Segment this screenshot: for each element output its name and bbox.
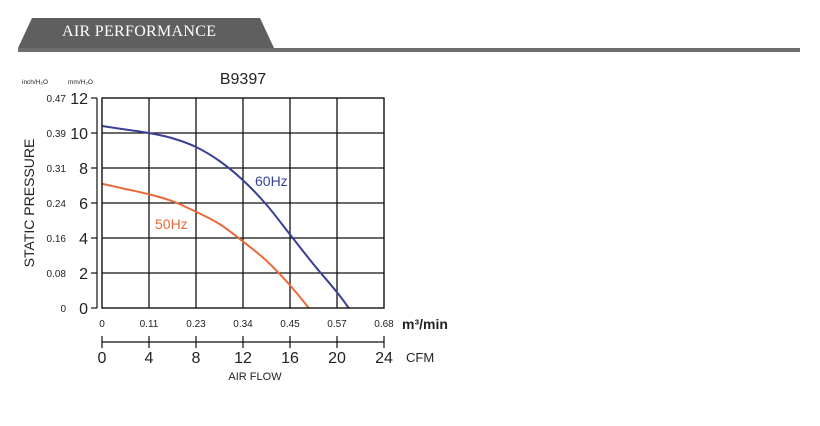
y-axis-title: STATIC PRESSURE — [21, 139, 37, 268]
x-tick-label-m3: 0.68 — [374, 319, 394, 330]
y-tick-label-inch: 0.31 — [47, 164, 67, 175]
x-tick-label-cfm: 4 — [145, 350, 154, 367]
chart-series — [101, 125, 350, 309]
series-line-50hz — [101, 182, 310, 309]
series-label-60hz: 60Hz — [255, 173, 288, 189]
header-divider — [18, 48, 800, 52]
y-tick-label-inch: 0.16 — [47, 234, 67, 245]
x-tick-label-m3: 0.45 — [280, 319, 300, 330]
y-tick-label-inch: 0.08 — [47, 269, 67, 280]
x-tick-label-cfm: 16 — [281, 350, 299, 367]
x-axis-title: AIR FLOW — [228, 371, 282, 383]
x-unit-cfm-label: CFM — [406, 350, 434, 365]
x-tick-label-m3: 0.34 — [233, 319, 253, 330]
y-tick-label-mm: 0 — [79, 301, 88, 318]
header-tab-shape — [18, 18, 274, 48]
x-tick-label-cfm: 0 — [98, 350, 107, 367]
section-header: AIR PERFORMANCE — [18, 18, 800, 52]
chart-labels: 60Hz50Hz02468101200.080.160.240.310.390.… — [21, 71, 448, 383]
y-unit-mm-label: mm/H₂O — [68, 79, 93, 86]
x-tick-label-m3: 0.23 — [186, 319, 206, 330]
y-tick-label-mm: 8 — [79, 161, 88, 178]
x-tick-label-m3: 0.57 — [327, 319, 347, 330]
y-tick-label-inch: 0 — [60, 304, 66, 315]
x-tick-label-cfm: 24 — [375, 350, 393, 367]
y-tick-label-mm: 10 — [70, 126, 88, 143]
y-tick-label-mm: 2 — [79, 266, 88, 283]
plot-frame — [101, 97, 385, 309]
x-unit-m3-label: m³/min — [402, 316, 448, 332]
x-tick-label-cfm: 12 — [234, 350, 252, 367]
y-tick-label-mm: 6 — [79, 196, 88, 213]
section-title: AIR PERFORMANCE — [62, 23, 217, 40]
series-label-50hz: 50Hz — [155, 216, 188, 232]
chart-axes — [91, 97, 385, 348]
y-tick-label-mm: 12 — [70, 91, 88, 108]
x-tick-label-cfm: 20 — [328, 350, 346, 367]
y-tick-label-mm: 4 — [79, 231, 88, 248]
y-tick-label-inch: 0.39 — [47, 129, 67, 140]
chart-title: B9397 — [220, 71, 266, 88]
y-tick-label-inch: 0.24 — [47, 199, 67, 210]
y-tick-label-inch: 0.47 — [47, 94, 67, 105]
x-tick-label-m3: 0.11 — [140, 319, 159, 330]
x-tick-label-cfm: 8 — [192, 350, 201, 367]
x-tick-label-m3: 0 — [99, 319, 105, 330]
series-line-60hz — [101, 125, 350, 309]
chart-grid — [102, 98, 384, 308]
y-unit-inch-label: inch/H₂O — [22, 79, 48, 86]
